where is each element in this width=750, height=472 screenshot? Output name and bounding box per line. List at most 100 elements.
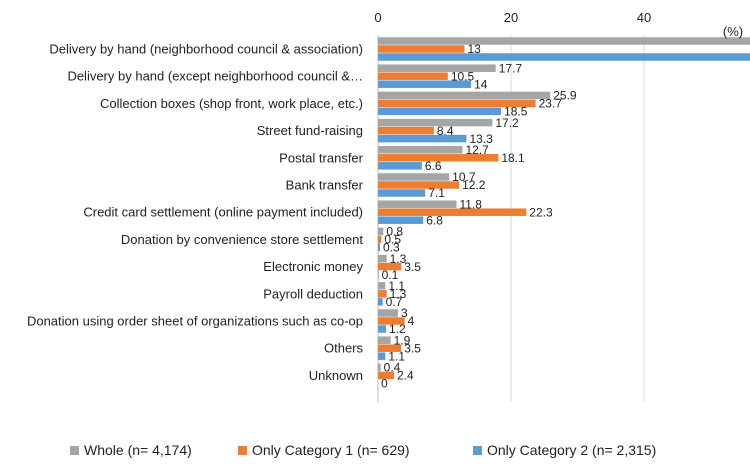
data-label: 8.4: [437, 124, 454, 138]
data-label: 17.2: [495, 116, 519, 130]
bar: [378, 189, 426, 197]
bar: [378, 134, 467, 143]
category-label: Delivery by hand (except neighborhood co…: [67, 69, 363, 84]
bar: [378, 270, 379, 279]
bar: [378, 200, 457, 208]
x-tick-label: 0: [374, 10, 381, 25]
bar: [378, 37, 750, 45]
data-label: 7.1: [428, 186, 445, 200]
category-labels: Delivery by hand (neighborhood council &…: [27, 42, 364, 383]
x-axis-ticks: 020406080: [374, 10, 651, 25]
data-label: 0: [381, 377, 388, 391]
data-label: 11.8: [459, 197, 482, 211]
bar: [378, 336, 391, 344]
data-label: 17.7: [499, 61, 523, 75]
bar: [378, 53, 750, 61]
bar: [378, 208, 527, 216]
data-label: 1.2: [389, 322, 406, 336]
data-label: 0.3: [383, 241, 400, 255]
data-label: 12.7: [465, 143, 489, 157]
legend-entry: Whole (n= 4,174): [84, 442, 192, 458]
category-label: Street fund-raising: [257, 123, 363, 138]
data-label: 0.1: [382, 268, 399, 282]
data-label: 0.7: [386, 295, 403, 309]
data-label: 25.9: [553, 89, 577, 103]
data-label: 18.5: [504, 105, 528, 119]
data-label: 0.8: [386, 225, 403, 239]
data-label: 22.3: [529, 205, 553, 219]
bar: [378, 325, 386, 333]
legend-swatch: [238, 446, 247, 455]
bar: [378, 216, 424, 224]
bar: [378, 126, 434, 135]
bar: [378, 72, 448, 80]
bar: [378, 235, 382, 244]
category-label: Donation by convenience store settlement: [121, 232, 363, 247]
x-tick-label: 20: [504, 10, 518, 25]
data-label: 1.1: [388, 279, 405, 293]
data-label: 1.1: [388, 349, 405, 363]
bar: [378, 243, 380, 252]
bar: [378, 352, 386, 360]
x-tick-label: 40: [637, 10, 651, 25]
legend-swatch: [473, 446, 482, 455]
bar: [378, 227, 384, 236]
bars: [378, 37, 750, 380]
bar: [378, 162, 422, 170]
bar: [378, 298, 383, 306]
category-label: Credit card settlement (online payment i…: [83, 205, 363, 220]
data-label: 23.7: [539, 97, 563, 111]
bar: [378, 154, 499, 162]
data-label: 4: [408, 314, 415, 328]
category-label: Electronic money: [263, 259, 363, 274]
bar: [378, 262, 402, 271]
category-label: Others: [324, 341, 364, 356]
category-label: Donation using order sheet of organizati…: [27, 314, 363, 329]
bar: [378, 344, 402, 352]
legend-entry: Only Category 2 (n= 2,315): [487, 442, 656, 458]
category-label: Bank transfer: [286, 178, 364, 193]
data-label: 1.3: [390, 252, 407, 266]
data-label: 14: [474, 77, 488, 91]
bar: [378, 371, 394, 380]
data-label: 3.5: [404, 341, 421, 355]
bar: [378, 91, 551, 100]
data-label: 3.5: [404, 260, 421, 274]
bar: [378, 107, 502, 116]
data-label: 1.9: [394, 333, 411, 347]
data-label: 10.5: [451, 69, 475, 83]
bar: [378, 64, 496, 72]
data-label: 13.3: [469, 132, 493, 146]
data-label: 1.3: [390, 287, 407, 301]
bar: [378, 118, 493, 127]
data-label: 2.4: [397, 369, 414, 383]
data-label: 6.6: [425, 159, 442, 173]
data-label: 0.4: [384, 361, 401, 375]
bar: [378, 282, 386, 290]
data-label: 12.2: [462, 178, 486, 192]
bar: [378, 80, 472, 88]
bar: [378, 146, 463, 154]
bar: [378, 309, 398, 317]
category-label: Postal transfer: [279, 150, 363, 165]
category-label: Unknown: [309, 368, 363, 383]
bar: [378, 290, 387, 298]
bar: [378, 99, 536, 108]
data-labels: 60.51368.617.710.51425.923.718.517.28.41…: [381, 42, 577, 391]
data-label: 0.5: [384, 233, 401, 247]
legend: Whole (n= 4,174) Only Category 1 (n= 629)…: [70, 442, 656, 458]
category-label: Delivery by hand (neighborhood council &…: [49, 42, 363, 57]
category-label: Collection boxes (shop front, work place…: [100, 96, 363, 111]
legend-swatch: [70, 446, 79, 455]
bar: [378, 254, 387, 263]
bar: [378, 45, 465, 53]
axis-unit-label: (%): [723, 24, 743, 39]
legend-entry: Only Category 1 (n= 629): [252, 442, 410, 458]
bar: [378, 317, 405, 325]
data-label: 18.1: [501, 151, 525, 165]
bar: [378, 363, 381, 372]
data-label: 6.8: [426, 213, 443, 227]
bar: [378, 181, 460, 189]
data-label: 3: [401, 306, 408, 320]
